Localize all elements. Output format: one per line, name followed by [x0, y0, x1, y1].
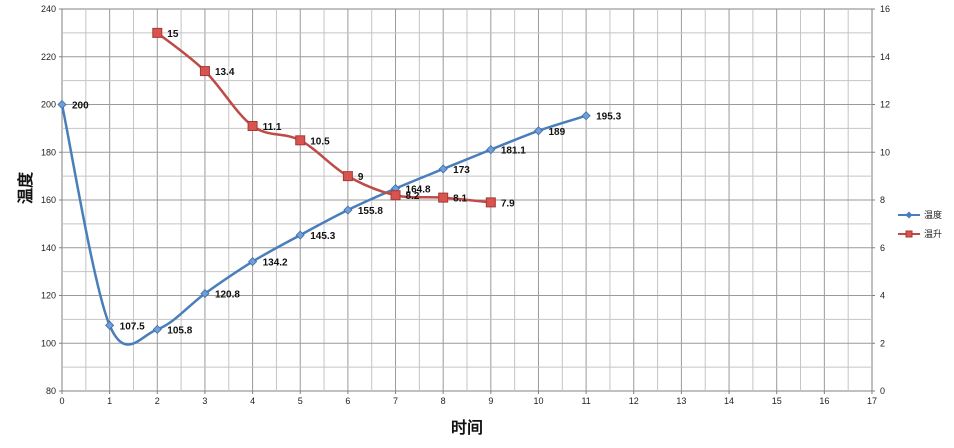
y-axis-title: 温度: [16, 171, 35, 205]
data-point-temperature: [581, 111, 591, 121]
x-tick-label: 7: [393, 396, 398, 406]
legend: 温度 温升: [898, 209, 942, 240]
legend-label-temperature-rise: 温升: [924, 229, 942, 240]
x-tick-label: 9: [488, 396, 493, 406]
y2-tick-label: 4: [880, 291, 885, 301]
data-label-temperature: 120.8: [215, 290, 240, 301]
x-tick-label: 1: [107, 396, 112, 406]
data-label-temperature: 189: [548, 127, 565, 138]
y2-tick-label: 16: [880, 4, 890, 14]
data-point-temperature: [152, 324, 162, 334]
y-axis-ticks: 80 100 120 140 160 180 200 220 240: [41, 4, 62, 396]
x-tick-label: 8: [441, 396, 446, 406]
data-point-temperature-rise: [295, 135, 306, 146]
data-point-temperature: [200, 289, 210, 299]
y2-tick-label: 12: [880, 100, 890, 110]
x-tick-label: 17: [867, 396, 877, 406]
data-point-temperature-rise: [199, 66, 210, 77]
x-tick-label: 11: [581, 396, 590, 406]
data-point-temperature: [343, 205, 353, 215]
data-label-temperature-rise: 10.5: [310, 136, 330, 147]
data-label-temperature: 173: [453, 165, 470, 176]
y2-axis-ticks: 0 2 4 6 8 10 12 14 16: [872, 4, 890, 396]
x-tick-label: 2: [155, 396, 160, 406]
y-tick-label: 80: [46, 386, 56, 396]
data-point-temperature: [438, 164, 448, 174]
data-point-temperature: [57, 99, 67, 110]
x-axis-ticks: 0 1 2 3 4 5 6 7 8 9 10 11 12 13 14 15 16 17: [59, 391, 877, 406]
y2-tick-label: 6: [880, 243, 885, 253]
y-tick-label: 180: [41, 147, 56, 157]
data-point-temperature: [486, 145, 496, 155]
data-label-temperature-rise: 11.1: [263, 122, 282, 133]
data-label-temperature: 155.8: [358, 206, 383, 217]
data-point-temperature-rise: [247, 120, 258, 131]
y2-tick-label: 10: [880, 147, 890, 157]
data-label-temperature: 134.2: [263, 258, 288, 269]
x-tick-label: 0: [59, 396, 64, 406]
y-tick-label: 140: [41, 243, 56, 253]
x-tick-label: 5: [298, 396, 303, 406]
data-point-temperature-rise: [152, 27, 163, 38]
x-tick-label: 13: [676, 396, 686, 406]
data-label-temperature: 145.3: [310, 231, 335, 242]
y2-tick-label: 14: [880, 52, 890, 62]
x-tick-label: 6: [345, 396, 350, 406]
data-label-temperature: 181.1: [501, 146, 526, 157]
y2-tick-label: 8: [880, 195, 885, 205]
data-point-temperature: [105, 320, 115, 330]
data-point-temperature: [533, 126, 544, 136]
legend-marker-diamond-icon: [905, 211, 913, 219]
data-label-temperature: 105.8: [167, 325, 192, 336]
data-label-temperature-rise: 8.1: [453, 194, 467, 205]
legend-item-temperature-rise: 温升: [898, 229, 942, 240]
x-tick-label: 4: [250, 396, 255, 406]
y2-tick-label: 2: [880, 338, 885, 348]
x-tick-label: 16: [819, 396, 829, 406]
data-label-temperature-rise: 7.9: [501, 198, 515, 209]
legend-marker-square-icon: [905, 230, 913, 238]
y-tick-label: 200: [41, 100, 56, 110]
data-label-temperature-rise: 9: [358, 172, 364, 183]
legend-item-temperature: 温度: [898, 209, 942, 221]
x-tick-label: 3: [202, 396, 207, 406]
data-label-temperature-rise: 8.2: [406, 191, 420, 202]
y-tick-label: 220: [41, 52, 56, 62]
data-point-temperature-rise: [390, 190, 401, 201]
x-tick-label: 14: [724, 396, 734, 406]
legend-label-temperature: 温度: [924, 209, 942, 221]
data-label-temperature: 200: [72, 101, 89, 112]
data-point-temperature: [295, 230, 305, 240]
y-tick-label: 120: [41, 291, 56, 301]
data-point-temperature-rise: [342, 171, 353, 182]
y-tick-label: 160: [41, 195, 56, 205]
y-tick-label: 100: [41, 338, 56, 348]
data-label-temperature-rise: 13.4: [215, 67, 235, 78]
x-tick-label: 12: [629, 396, 639, 406]
x-tick-label: 15: [772, 396, 782, 406]
x-tick-label: 10: [533, 396, 543, 406]
data-point-temperature-rise: [485, 197, 496, 208]
data-label-temperature: 195.3: [596, 112, 621, 123]
data-point-temperature-rise: [438, 192, 449, 203]
data-label-temperature: 107.5: [120, 321, 145, 332]
x-axis-title: 时间: [451, 418, 483, 437]
data-point-temperature: [248, 257, 258, 267]
data-label-temperature-rise: 15: [167, 29, 179, 40]
data-labels: 200 107.5 105.8 120.8 134.2 145.3 155.8 164.8 17…: [72, 29, 622, 337]
y-tick-label: 240: [41, 4, 56, 14]
data-label-temperature: 164.8: [406, 185, 431, 196]
series: [57, 27, 591, 346]
y2-tick-label: 0: [880, 386, 885, 396]
